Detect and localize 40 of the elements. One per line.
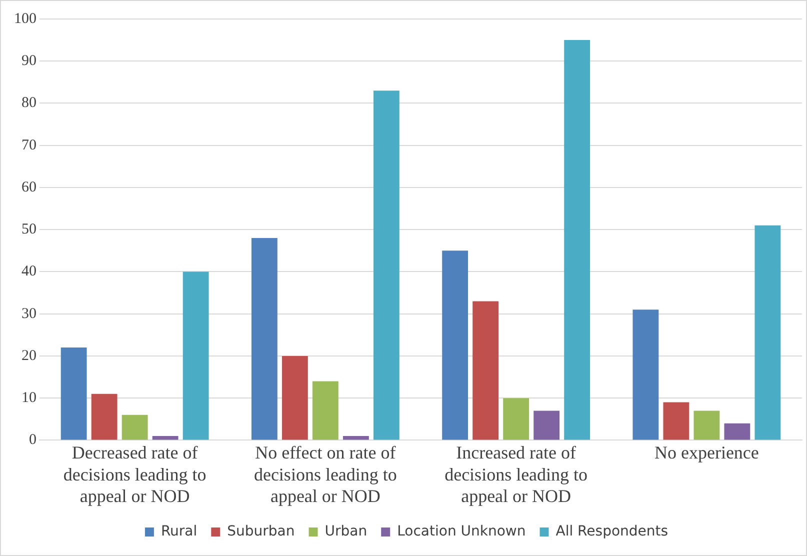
bar (694, 410, 720, 440)
bar (564, 40, 590, 440)
legend-label: All Respondents (556, 524, 668, 540)
legend-label: Location Unknown (397, 524, 526, 540)
bar (632, 310, 659, 440)
x-tick-label: No effect on rate of decisions leading to appeal or NOD (254, 442, 397, 506)
y-tick-label: 70 (22, 137, 36, 154)
bar (663, 402, 690, 440)
bar (724, 423, 750, 440)
bar (152, 436, 178, 440)
bar (182, 272, 209, 440)
bar (342, 436, 369, 440)
bar (60, 348, 87, 440)
y-tick-label: 0 (29, 432, 36, 448)
x-tick-label: No experience (654, 442, 759, 463)
y-tick-label: 100 (14, 10, 36, 27)
y-tick-label: 80 (22, 95, 36, 112)
legend-label: Urban (324, 524, 368, 540)
x-tick-label: Decreased rate of decisions leading to appeal or NOD (63, 442, 206, 506)
y-tick-label: 60 (22, 179, 36, 196)
x-tick-label: Increased rate of decisions leading to appeal or NOD (444, 442, 588, 506)
bar (373, 90, 400, 440)
bar (534, 410, 560, 440)
bar (91, 394, 118, 440)
bar (122, 414, 148, 440)
legend-label: Suburban (227, 524, 295, 540)
bar (442, 250, 468, 440)
y-tick-label: 50 (22, 222, 36, 238)
bar (503, 398, 530, 440)
bar (282, 356, 308, 440)
y-tick-label: 20 (22, 348, 36, 364)
y-tick-label: 90 (22, 53, 36, 70)
bar (754, 225, 781, 440)
bar (472, 301, 499, 440)
y-tick-label: 30 (22, 306, 36, 322)
bar (312, 381, 338, 440)
y-tick-label: 10 (22, 390, 36, 406)
bar (251, 238, 278, 440)
legend-label: Rural (160, 524, 198, 540)
y-tick-label: 40 (22, 264, 36, 280)
